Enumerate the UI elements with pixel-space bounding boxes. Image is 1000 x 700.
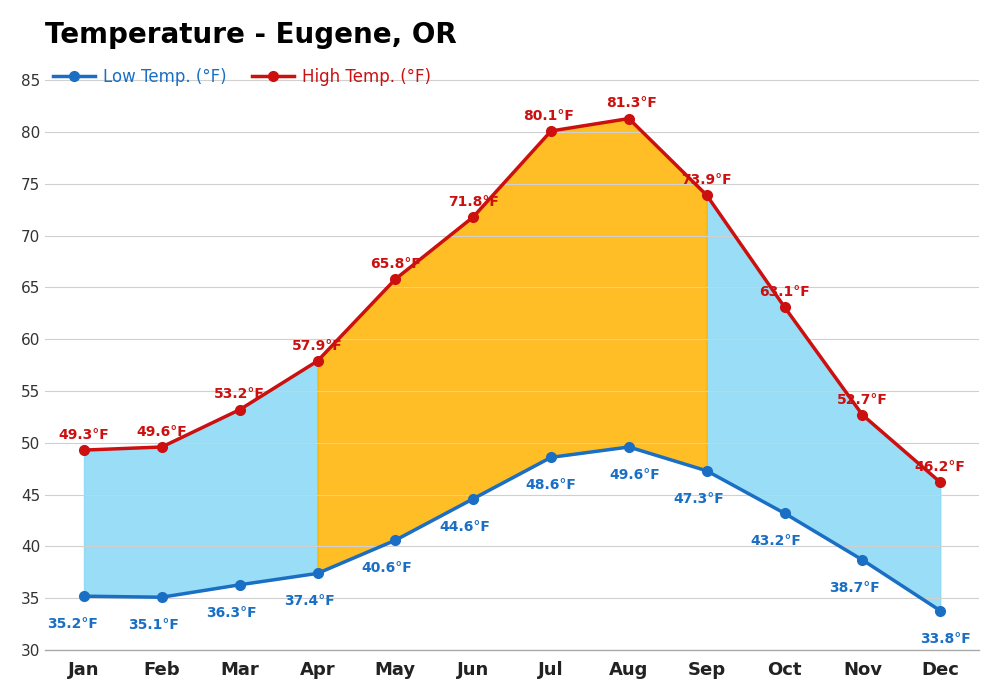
Text: 81.3°F: 81.3°F xyxy=(606,96,657,110)
Text: 44.6°F: 44.6°F xyxy=(439,519,490,533)
Text: 53.2°F: 53.2°F xyxy=(214,387,265,401)
Text: 33.8°F: 33.8°F xyxy=(920,631,971,645)
Text: 40.6°F: 40.6°F xyxy=(362,561,412,575)
Text: 37.4°F: 37.4°F xyxy=(284,594,335,608)
Text: 57.9°F: 57.9°F xyxy=(292,339,343,353)
Text: 38.7°F: 38.7°F xyxy=(829,581,879,595)
Text: 35.2°F: 35.2°F xyxy=(47,617,98,631)
Text: 52.7°F: 52.7°F xyxy=(837,393,888,407)
Legend: Low Temp. (°F), High Temp. (°F): Low Temp. (°F), High Temp. (°F) xyxy=(53,68,431,86)
Text: 43.2°F: 43.2°F xyxy=(751,534,802,548)
Text: 73.9°F: 73.9°F xyxy=(681,173,732,187)
Text: 36.3°F: 36.3°F xyxy=(206,606,257,620)
Text: 71.8°F: 71.8°F xyxy=(448,195,499,209)
Text: 48.6°F: 48.6°F xyxy=(526,478,576,492)
Text: 49.6°F: 49.6°F xyxy=(136,425,187,439)
Text: 49.6°F: 49.6°F xyxy=(609,468,660,482)
Text: Temperature - Eugene, OR: Temperature - Eugene, OR xyxy=(45,21,457,49)
Text: 80.1°F: 80.1°F xyxy=(523,108,574,122)
Text: 63.1°F: 63.1°F xyxy=(759,285,810,299)
Text: 46.2°F: 46.2°F xyxy=(915,460,966,474)
Text: 65.8°F: 65.8°F xyxy=(370,257,421,271)
Text: 47.3°F: 47.3°F xyxy=(673,491,724,505)
Text: 49.3°F: 49.3°F xyxy=(59,428,109,442)
Text: 35.1°F: 35.1°F xyxy=(128,618,179,632)
